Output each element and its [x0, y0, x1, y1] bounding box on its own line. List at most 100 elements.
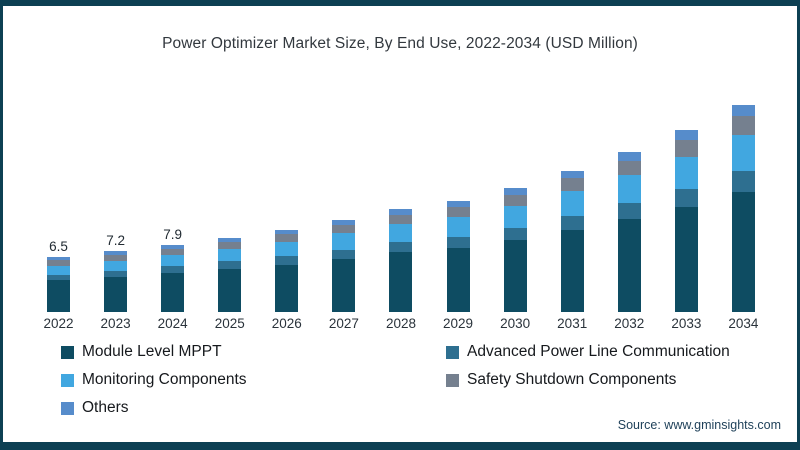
bar-segment: [617, 152, 641, 161]
x-axis-label: 2028: [385, 316, 416, 331]
bar-segment: [104, 251, 128, 255]
bar-segment: [218, 261, 242, 269]
bar-column: [487, 187, 544, 312]
bar-segment: [560, 215, 584, 230]
stacked-bar: [617, 152, 641, 312]
bar-value-label: 7.2: [106, 232, 125, 248]
bar-segment: [503, 227, 527, 241]
stacked-bar: [674, 130, 698, 312]
bar-segment: [161, 245, 185, 249]
bar-column: [430, 201, 487, 312]
x-axis-label: 2029: [443, 316, 474, 331]
stacked-bar: [332, 219, 356, 312]
bar-segment: [104, 254, 128, 261]
bar-segment: [446, 236, 470, 248]
x-axis-label: 2023: [100, 316, 131, 331]
bar-segment: [104, 270, 128, 277]
bar-segment: [617, 160, 641, 176]
bar-segment: [104, 276, 128, 312]
stacked-bar: [389, 209, 413, 312]
stacked-bar: [731, 105, 755, 312]
bar-segment: [332, 225, 356, 234]
bar-value-label: 7.9: [163, 226, 183, 242]
legend-swatch-icon: [61, 373, 74, 387]
bar-segment: [332, 219, 356, 226]
plot-area: 6.5 7.2 7.9: [30, 91, 772, 312]
x-axis-label: 2033: [671, 316, 702, 331]
bar-segment: [674, 156, 698, 189]
bar-segment: [161, 255, 185, 267]
legend-swatch-icon: [61, 345, 74, 359]
bar-segment: [389, 214, 413, 225]
bar-segment: [674, 188, 698, 208]
legend-label: Others: [82, 399, 129, 416]
stacked-bar: [218, 237, 242, 312]
bar-segment: [560, 178, 584, 192]
bar-segment: [617, 203, 641, 220]
bar-segment: [617, 175, 641, 204]
stacked-bar: [275, 230, 299, 312]
bar-segment: [503, 240, 527, 312]
x-axis: 2022 2023 2024 2025 2026 2027 2028 2029 2030 2031…: [30, 317, 772, 331]
bar-segment: [332, 249, 356, 259]
bar-segment: [446, 207, 470, 218]
legend-item: Monitoring Components: [61, 371, 446, 389]
bar-segment: [47, 260, 70, 266]
bar-segment: [275, 256, 299, 265]
stacked-bar: [47, 257, 70, 312]
stacked-bar: [560, 170, 584, 312]
bar-segment: [674, 130, 698, 141]
bar-segment: [275, 264, 299, 312]
x-axis-label: 2027: [328, 316, 359, 331]
bar-segment: [446, 217, 470, 237]
bar-segment: [218, 241, 242, 249]
bar-segment: [731, 105, 755, 117]
bar-segment: [731, 192, 755, 312]
x-axis-label: 2030: [500, 316, 531, 331]
bar-segment: [560, 170, 584, 179]
bar-value-label: 6.5: [49, 238, 68, 254]
bar-segment: [332, 233, 356, 250]
bar-segment: [617, 219, 641, 312]
x-axis-label: 2031: [557, 316, 588, 331]
bar-column: [258, 230, 315, 312]
bar-column: [601, 152, 658, 312]
bar-column: 7.2: [87, 234, 144, 312]
bar-segment: [47, 265, 70, 275]
bar-segment: [47, 257, 70, 261]
bar-segment: [389, 252, 413, 312]
stacked-bar: [104, 251, 128, 312]
legend-swatch-icon: [446, 345, 459, 359]
x-axis-label: 2026: [271, 316, 302, 331]
legend-item: Others: [61, 399, 446, 417]
bar-segment: [731, 134, 755, 171]
bar-segment: [503, 205, 527, 228]
bar-segment: [674, 140, 698, 157]
legend-label: Module Level MPPT: [82, 343, 222, 360]
legend-swatch-icon: [61, 401, 74, 415]
bar-column: [544, 170, 601, 312]
chart-title: Power Optimizer Market Size, By End Use,…: [162, 35, 638, 52]
x-axis-label: 2025: [214, 316, 245, 331]
legend-item: Safety Shutdown Components: [446, 371, 761, 389]
x-axis-label: 2032: [614, 316, 645, 331]
bar-segment: [161, 266, 185, 274]
bar-column: [715, 105, 772, 312]
bar-segment: [389, 224, 413, 242]
bar-segment: [560, 191, 584, 216]
bar-segment: [218, 268, 242, 312]
bar-segment: [47, 274, 70, 280]
bar-column: 6.5: [30, 240, 87, 312]
source-credit: Source: www.gminsights.com: [617, 418, 781, 432]
bar-segment: [218, 248, 242, 262]
legend: Module Level MPPT Advanced Power Line Com…: [61, 343, 761, 417]
bar-segment: [161, 248, 185, 256]
bar-segment: [446, 201, 470, 208]
x-axis-label: 2024: [157, 316, 188, 331]
bar-column: [372, 209, 429, 312]
bar-segment: [731, 170, 755, 192]
bar-segment: [560, 230, 584, 312]
bar-column: [315, 219, 372, 312]
bar-segment: [503, 187, 527, 195]
bar-segment: [446, 247, 470, 312]
